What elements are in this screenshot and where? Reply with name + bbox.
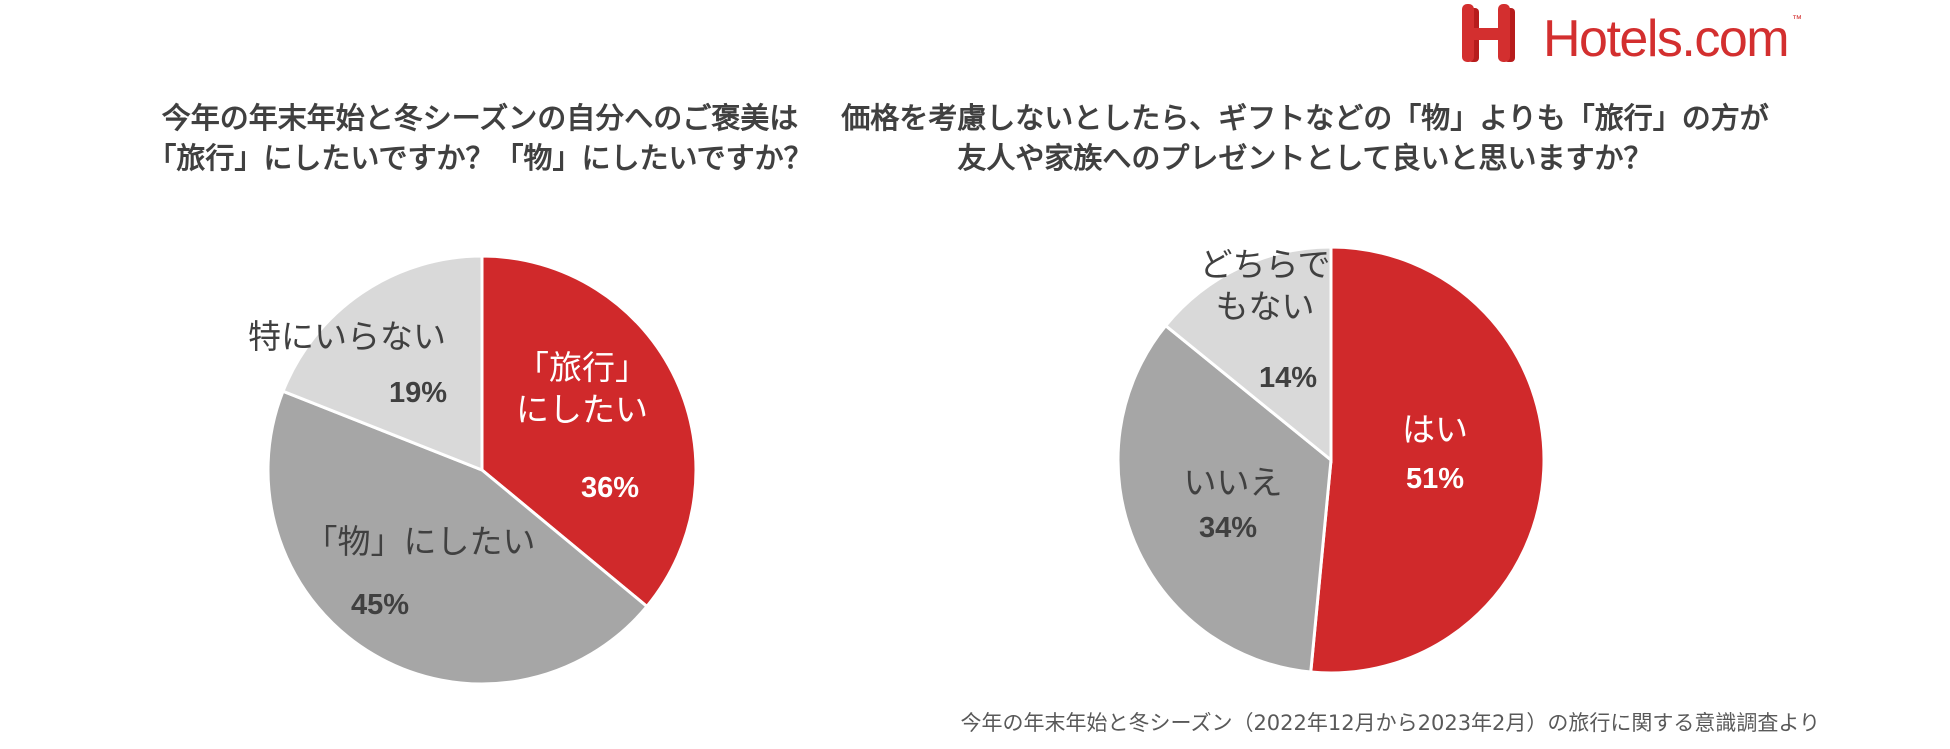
slice-percent-1-2: 14% [1259,362,1317,394]
slice-label-0-0-0: 「旅行」 [516,348,648,387]
slice-label-1-1-0: いいえ [1184,463,1283,502]
pie-slice-0-2 [281,254,484,473]
slice-percent-1-0: 51% [1406,463,1464,495]
right-chart-title-line2: 友人や家族へのプレゼントとして良いと思いますか？ [957,141,1653,175]
slice-percent-0-2: 19% [389,377,447,409]
logo-wordmark: Hotels.com [1543,10,1790,68]
slice-percent-0-1: 45% [351,589,409,621]
right-chart-title: 価格を考慮しないとしたら、ギフトなどの「物」よりも「旅行」の方が 友人や家族への… [840,98,1770,178]
slice-label-1-2-1: もない [1216,287,1315,326]
hotels-h-mark-icon [1462,4,1515,62]
slice-label-0-0-1: にしたい [516,390,648,429]
pie-slice-0-0 [480,254,698,609]
pie-slice-1-2 [1163,245,1333,464]
pie-slice-1-0 [1309,245,1546,675]
slice-percent-1-1: 34% [1199,512,1257,544]
left-chart-title-line1: 今年の年末年始と冬シーズンの自分へのご褒美は [161,101,799,135]
slice-label-1-0-0: はい [1402,410,1468,449]
pie-slice-1-1 [1116,323,1333,674]
left-chart-title: 今年の年末年始と冬シーズンの自分へのご褒美は 「旅行」にしたいですか？「物」にし… [40,98,920,178]
slice-percent-0-0: 36% [581,472,639,504]
hotels-com-logo [1448,0,1808,70]
slice-label-0-1-0: 「物」にしたい [305,522,536,561]
pie-slice-0-1 [266,389,650,686]
slice-label-0-2-0: 特にいらない [248,317,446,356]
left-chart-title-line2: 「旅行」にしたいですか？「物」にしたいですか？ [147,141,813,175]
slice-label-1-2-0: どちらで [1199,245,1330,284]
right-chart-title-line1: 価格を考慮しないとしたら、ギフトなどの「物」よりも「旅行」の方が [841,101,1769,135]
source-note: 今年の年末年始と冬シーズン（2022年12月から2023年2月）の旅行に関する意… [960,711,1821,735]
logo-trademark: ™ [1792,14,1802,25]
